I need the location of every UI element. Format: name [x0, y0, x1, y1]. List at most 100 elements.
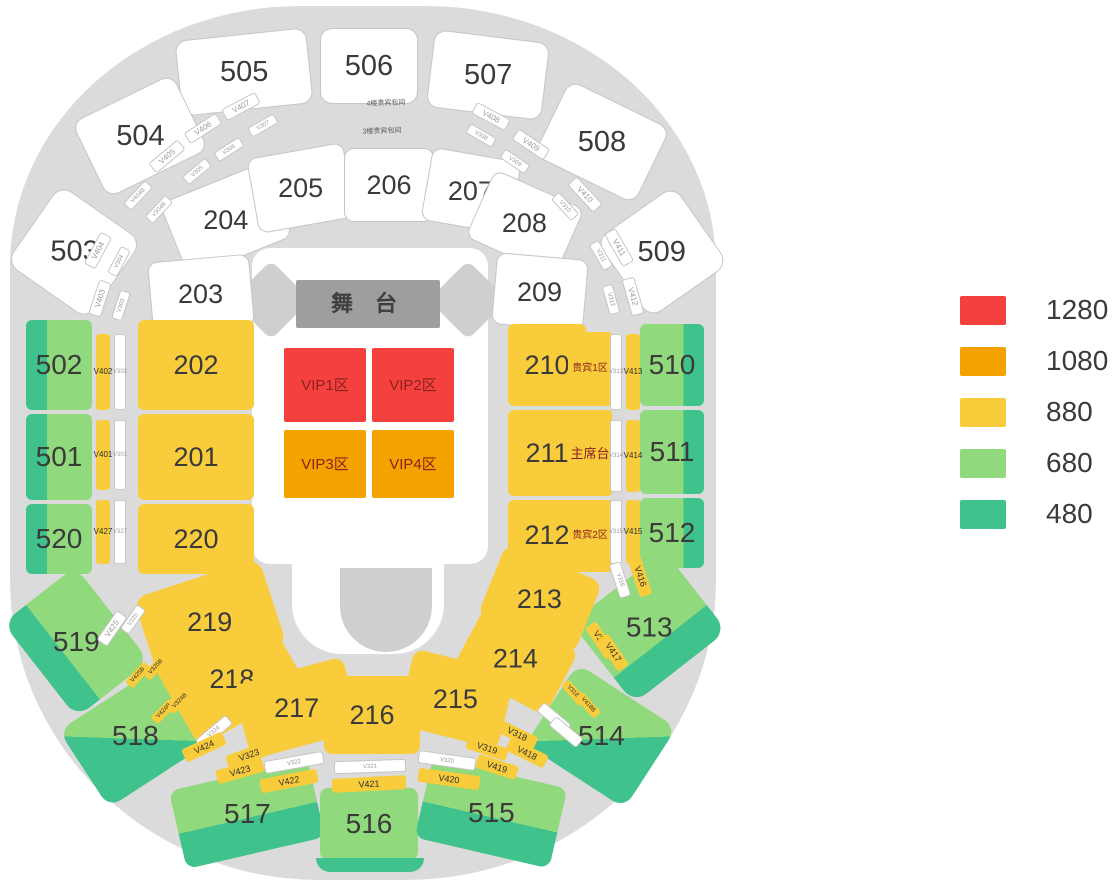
section-511[interactable]: 511 [640, 410, 704, 494]
vip-zone-4-label: VIP4区 [389, 455, 437, 473]
suite-V412-label: V412 [626, 286, 641, 307]
outer-edge-band [316, 858, 424, 872]
vip-zone-2[interactable]: VIP2区 [372, 348, 454, 422]
section-214-label: 214 [493, 643, 539, 674]
section-519-label: 519 [52, 626, 100, 657]
section-518-label: 518 [111, 720, 159, 751]
legend-swatch [960, 397, 1006, 427]
section-220-label: 220 [173, 523, 219, 554]
section-208-label: 208 [502, 207, 548, 238]
section-520-label: 520 [35, 523, 83, 554]
section-206[interactable]: 206 [344, 148, 434, 222]
section-205-label: 205 [278, 172, 324, 203]
suite-V320-label: V320 [439, 756, 455, 765]
suite-V322-label: V322 [286, 758, 302, 767]
suite-V414[interactable]: V414 [624, 420, 642, 492]
section-501[interactable]: 501 [26, 414, 92, 500]
section-209[interactable]: 209 [491, 252, 589, 332]
vip-zone-4[interactable]: VIP4区 [372, 430, 454, 498]
suite-V301[interactable]: V301 [113, 420, 128, 490]
vip-zone-3[interactable]: VIP3区 [284, 430, 366, 498]
section-504-label: 504 [115, 119, 165, 152]
legend-swatch [960, 295, 1006, 325]
stage-label: 舞 台 [330, 291, 406, 316]
floor-fan-bottom [340, 568, 432, 652]
vip-zone-1-label: VIP1区 [301, 376, 349, 394]
section-201-label: 201 [173, 441, 219, 472]
suite-V401-label: V401 [93, 450, 113, 459]
section-502-label: 502 [35, 349, 83, 380]
stage: 舞 台 [296, 280, 440, 328]
guest-zone-2[interactable]: 贵宾2区 [568, 500, 612, 572]
section-517-label: 517 [223, 798, 271, 829]
corridor-label-4f-label: 4楼贵宾包间 [366, 98, 406, 108]
suite-V301-label: V301 [113, 452, 128, 458]
vip-zone-3-label: VIP3区 [301, 455, 349, 473]
suite-V315-label: V315 [609, 529, 624, 535]
suite-V312-label: V312 [606, 291, 616, 308]
suite-V401[interactable]: V401 [93, 420, 113, 490]
suite-V302-label: V302 [113, 369, 128, 375]
section-211-label: 211 [525, 437, 569, 468]
section-203-label: 203 [178, 278, 224, 309]
section-210-label: 210 [524, 349, 570, 380]
guest-zone-1-label: 贵宾1区 [572, 363, 608, 374]
legend-item: 1080 [960, 345, 1108, 377]
suite-V314[interactable]: V314 [609, 420, 623, 492]
section-511-label: 511 [649, 436, 695, 467]
section-506-label: 506 [344, 49, 394, 82]
section-512[interactable]: 512 [640, 498, 704, 568]
section-206-label: 206 [366, 169, 412, 200]
section-213-label: 213 [517, 583, 563, 614]
section-520[interactable]: 520 [26, 504, 92, 574]
suite-V327[interactable]: V327 [113, 500, 128, 564]
suite-V303-label: V303 [115, 297, 127, 314]
section-202[interactable]: 202 [138, 320, 254, 410]
rostrum-label: 主席台 [570, 445, 610, 461]
suite-V316-label: V316 [614, 572, 626, 588]
suite-V315[interactable]: V315 [609, 500, 624, 564]
section-513-label: 513 [625, 611, 673, 642]
section-501-label: 501 [35, 441, 83, 472]
legend-item: 880 [960, 396, 1108, 428]
suite-V421-label: V421 [358, 777, 380, 790]
suite-V313[interactable]: V313 [609, 334, 624, 410]
suite-V321[interactable]: V321 [333, 758, 407, 775]
section-212-label: 212 [524, 519, 570, 550]
suite-V427-label: V427 [93, 527, 113, 536]
legend-price: 480 [1046, 498, 1093, 529]
suite-V402[interactable]: V402 [93, 334, 113, 410]
suite-V313-label: V313 [609, 369, 624, 375]
rostrum[interactable]: 主席台 [568, 410, 612, 496]
section-516[interactable]: 516 [320, 788, 418, 860]
legend-swatch [960, 346, 1006, 376]
legend-item: 1280 [960, 294, 1108, 326]
section-216-label: 216 [349, 699, 395, 730]
suite-V415[interactable]: V415 [624, 500, 642, 564]
suite-V302[interactable]: V302 [113, 334, 128, 410]
section-506[interactable]: 506 [320, 28, 418, 104]
legend-price: 680 [1046, 447, 1093, 478]
legend-swatch [960, 448, 1006, 478]
section-515-label: 515 [467, 797, 515, 828]
suite-V402-label: V402 [93, 367, 113, 376]
section-509-label: 509 [637, 235, 687, 268]
suite-V413[interactable]: V413 [623, 334, 643, 410]
suite-V413-label: V413 [623, 367, 643, 376]
section-507-label: 507 [463, 58, 513, 91]
section-514-label: 514 [577, 720, 625, 751]
guest-zone-2-label: 贵宾2区 [572, 530, 608, 541]
legend-price: 1280 [1046, 294, 1109, 325]
suite-V427[interactable]: V427 [93, 500, 113, 564]
legend-price: 1080 [1046, 345, 1109, 376]
section-510[interactable]: 510 [640, 324, 704, 406]
section-201[interactable]: 201 [138, 414, 254, 500]
section-220[interactable]: 220 [138, 504, 254, 574]
suite-V327-label: V327 [113, 529, 128, 535]
legend-price: 880 [1046, 396, 1093, 427]
vip-zone-1[interactable]: VIP1区 [284, 348, 366, 422]
guest-zone-1[interactable]: 贵宾1区 [568, 332, 612, 406]
section-502[interactable]: 502 [26, 320, 92, 410]
legend-item: 480 [960, 498, 1108, 530]
suite-V321-label: V321 [362, 763, 378, 770]
